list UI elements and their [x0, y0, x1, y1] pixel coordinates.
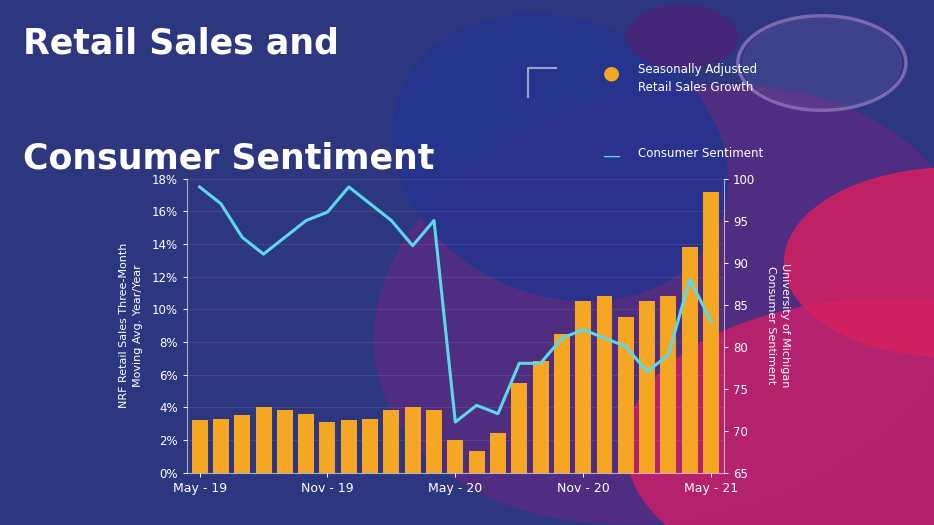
Bar [213, 418, 229, 472]
Text: Consumer Sentiment: Consumer Sentiment [23, 142, 434, 176]
Bar [660, 296, 676, 472]
Bar [362, 418, 378, 472]
Text: —: — [602, 147, 620, 165]
Text: Retail Sales and: Retail Sales and [23, 26, 339, 60]
Y-axis label: University of Michigan
Consumer Sentiment: University of Michigan Consumer Sentimen… [766, 264, 790, 387]
Y-axis label: NRF Retail Sales Three-Month
Moving Avg. Year/Year: NRF Retail Sales Three-Month Moving Avg.… [120, 243, 143, 408]
Bar [554, 334, 570, 472]
Bar [404, 407, 420, 472]
Circle shape [626, 299, 934, 525]
Bar [256, 407, 272, 472]
Bar [276, 411, 293, 472]
Bar [617, 317, 634, 472]
Bar [469, 452, 485, 472]
Bar [490, 433, 506, 473]
Ellipse shape [375, 85, 934, 524]
Bar [447, 440, 463, 472]
Bar [682, 247, 698, 472]
Circle shape [785, 168, 934, 357]
Bar [191, 420, 207, 472]
Text: Consumer Sentiment: Consumer Sentiment [638, 147, 763, 160]
Circle shape [626, 5, 738, 68]
Bar [703, 192, 719, 472]
Bar [511, 383, 528, 472]
Bar [639, 301, 655, 472]
Bar [319, 422, 335, 472]
Bar [341, 420, 357, 472]
Bar [383, 411, 400, 472]
Text: Seasonally Adjusted
Retail Sales Growth: Seasonally Adjusted Retail Sales Growth [638, 63, 757, 94]
Bar [234, 415, 250, 472]
Bar [426, 411, 442, 472]
Bar [532, 361, 548, 472]
Text: ●: ● [602, 63, 619, 82]
Circle shape [743, 18, 901, 108]
Ellipse shape [393, 14, 728, 301]
Bar [575, 301, 591, 472]
Bar [597, 296, 613, 472]
Bar [298, 414, 314, 473]
